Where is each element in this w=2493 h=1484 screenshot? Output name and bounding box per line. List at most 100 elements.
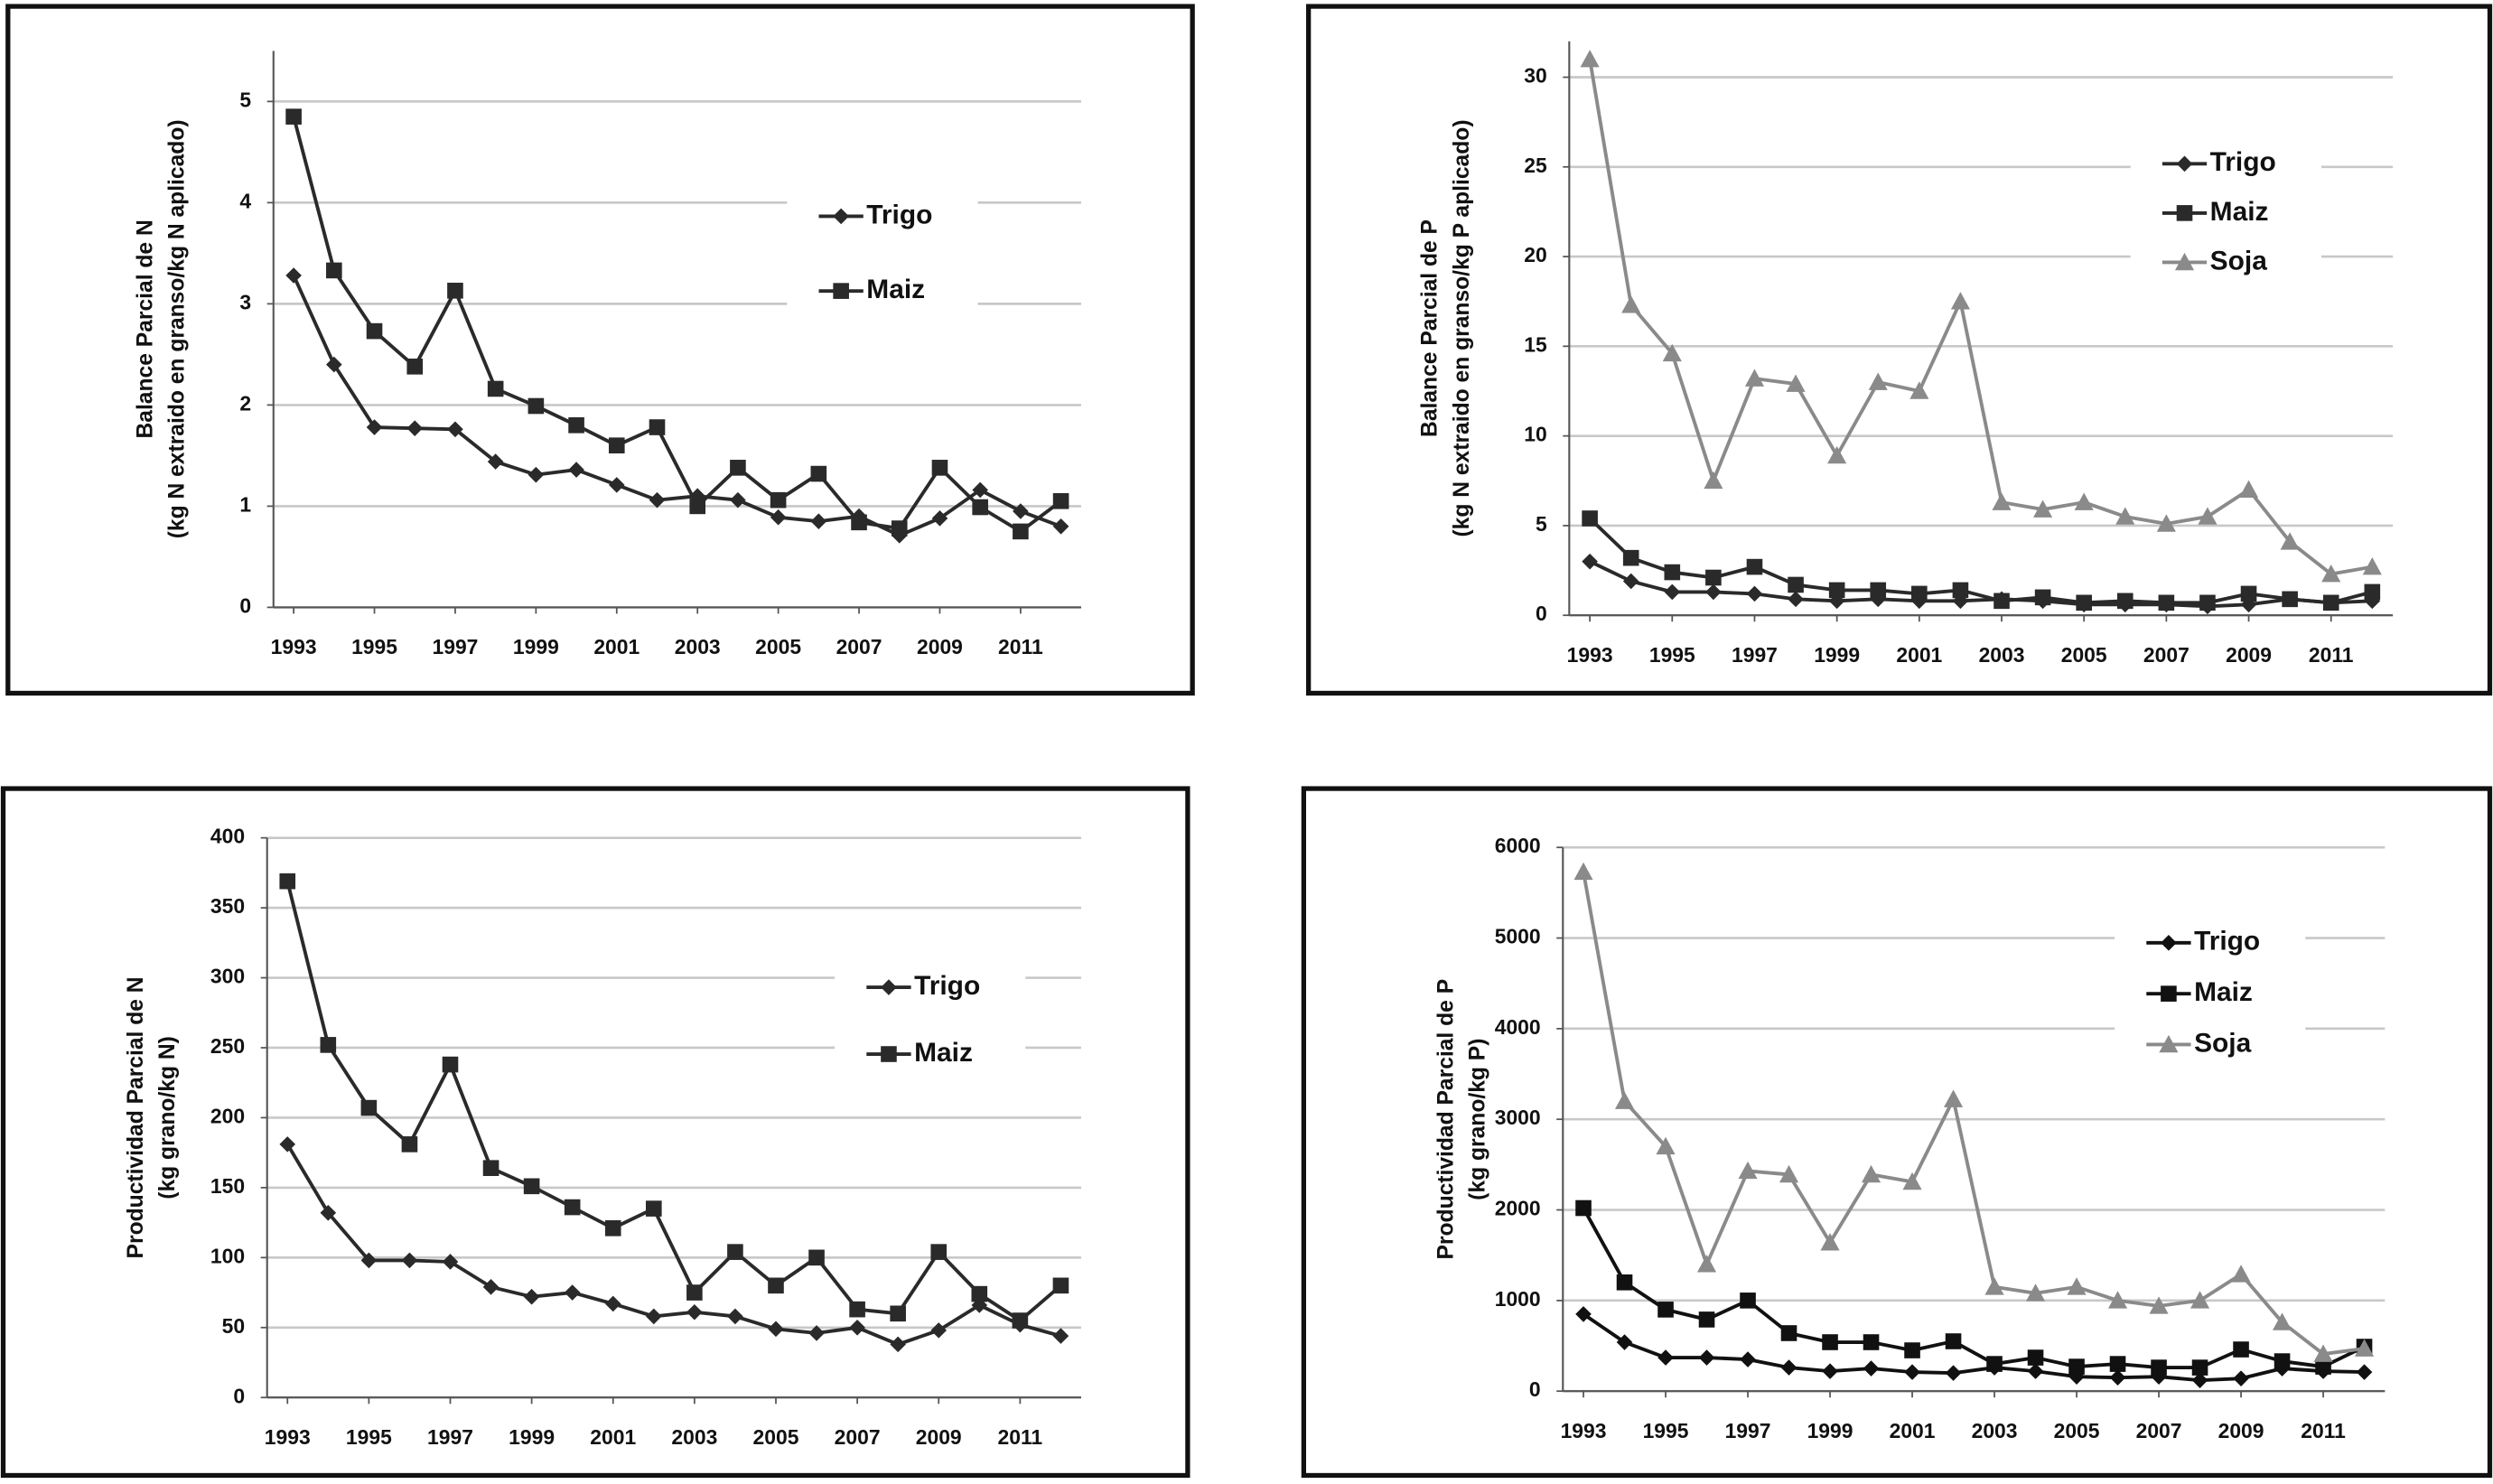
marker — [2199, 594, 2216, 611]
marker — [971, 1285, 988, 1302]
marker — [608, 437, 625, 453]
x-tick-label: 2005 — [2061, 643, 2107, 667]
marker — [608, 477, 625, 493]
marker — [1786, 374, 1806, 392]
marker — [1664, 564, 1681, 581]
marker — [1780, 1325, 1797, 1341]
marker — [326, 356, 342, 373]
marker — [808, 1325, 825, 1341]
marker — [1993, 593, 2010, 610]
marker — [360, 1252, 378, 1269]
marker — [568, 416, 584, 434]
x-tick-label: 2007 — [835, 1425, 881, 1449]
x-tick-label: 1993 — [1561, 1419, 1607, 1442]
marker — [1902, 1171, 1922, 1190]
y-tick-label: 25 — [1524, 154, 1547, 177]
y-tick-label: 4 — [239, 189, 251, 212]
marker — [604, 1295, 621, 1312]
marker — [2109, 1356, 2126, 1372]
marker — [523, 1288, 540, 1305]
marker — [2027, 1363, 2044, 1379]
marker — [1950, 292, 1970, 310]
marker — [849, 1319, 865, 1336]
marker — [2231, 1265, 2251, 1283]
marker — [2115, 507, 2135, 525]
x-tick-label: 1999 — [1807, 1419, 1853, 1442]
marker — [2282, 591, 2298, 608]
marker — [2034, 589, 2051, 606]
marker — [1662, 343, 1682, 362]
marker — [1986, 1356, 2003, 1372]
x-tick-label: 2003 — [675, 635, 721, 658]
marker — [730, 460, 746, 476]
y-tick-label: 50 — [222, 1314, 245, 1338]
marker — [2364, 583, 2381, 601]
marker — [1746, 585, 1763, 602]
marker — [1870, 582, 1887, 599]
marker — [2174, 252, 2195, 271]
y-axis-title: Productividad Parcial de N — [124, 976, 148, 1258]
marker — [1013, 503, 1029, 519]
marker — [360, 1099, 378, 1116]
marker — [2356, 1364, 2373, 1380]
marker — [851, 514, 867, 531]
marker — [972, 499, 988, 516]
y-tick-label: 3 — [239, 290, 251, 313]
y-axis-title: Productividad Parcial de P — [1433, 979, 1458, 1260]
marker — [1740, 1351, 1756, 1367]
series-line — [285, 881, 1062, 1323]
panel-frame — [0, 786, 1190, 1479]
y-tick-label: 0 — [239, 593, 251, 617]
marker — [649, 419, 666, 435]
marker — [366, 322, 383, 340]
marker — [2321, 564, 2341, 583]
y-tick-label: 5 — [239, 88, 251, 111]
x-tick-label: 1995 — [346, 1425, 392, 1449]
marker — [2068, 1358, 2085, 1375]
marker — [2238, 480, 2259, 499]
marker — [1012, 1312, 1029, 1329]
marker — [1698, 1311, 1715, 1328]
marker — [1820, 1233, 1840, 1251]
marker — [1738, 1161, 1758, 1180]
marker — [1863, 1360, 1880, 1377]
marker — [1945, 1365, 1962, 1381]
x-tick-label: 2011 — [2309, 643, 2354, 667]
x-tick-label: 2011 — [2301, 1419, 2346, 1442]
marker — [1984, 1277, 2004, 1295]
marker — [730, 491, 746, 509]
marker — [2176, 205, 2193, 221]
x-tick-label: 2005 — [753, 1425, 799, 1449]
marker — [645, 1308, 662, 1325]
marker — [2233, 1370, 2249, 1386]
marker — [1052, 518, 1069, 535]
marker — [833, 283, 849, 299]
marker — [890, 1336, 906, 1353]
series-line — [292, 116, 1062, 534]
y-axis-title: (kg grano/kg N) — [155, 1036, 180, 1199]
marker — [1904, 1364, 1920, 1380]
marker — [891, 520, 908, 537]
marker — [1822, 1363, 1838, 1379]
marker — [930, 1244, 948, 1260]
marker — [1704, 471, 1723, 490]
x-tick-label: 2003 — [671, 1425, 717, 1449]
x-tick-label: 2011 — [998, 1425, 1043, 1449]
legend-label: Trigo — [2210, 147, 2276, 177]
y-tick-label: 15 — [1524, 332, 1547, 356]
marker — [1705, 569, 1722, 586]
x-tick-label: 1995 — [351, 635, 397, 658]
y-axis-title: (kg N extraido en granso/kg P aplicado) — [1450, 119, 1474, 537]
marker — [890, 1305, 906, 1322]
marker — [1827, 445, 1847, 464]
marker — [1992, 492, 2012, 510]
marker — [2067, 1277, 2087, 1295]
x-tick-label: 1995 — [1649, 643, 1695, 667]
x-tick-label: 2011 — [998, 635, 1043, 658]
y-tick-label: 2 — [239, 391, 251, 415]
y-tick-label: 4000 — [1495, 1015, 1541, 1039]
y-tick-label: 0 — [1536, 602, 1547, 625]
marker — [1779, 1164, 1799, 1183]
marker — [810, 513, 827, 530]
marker — [366, 419, 383, 435]
